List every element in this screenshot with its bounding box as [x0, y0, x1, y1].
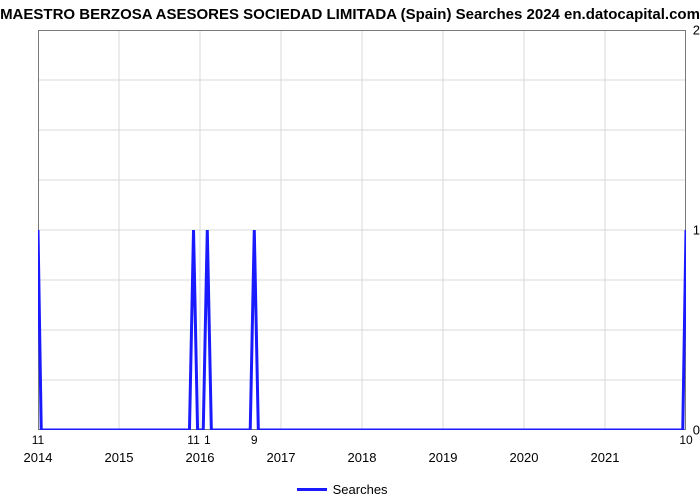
y-tick-label: 1 — [670, 223, 700, 238]
x-tick-label: 2014 — [24, 450, 53, 465]
x-tick-label: 2017 — [267, 450, 296, 465]
x-tick-label: 2016 — [186, 450, 215, 465]
data-point-count-label: 10 — [679, 433, 692, 447]
data-point-count-label: 11 — [32, 433, 44, 447]
chart-plot-area — [38, 30, 686, 430]
x-tick-label: 2018 — [348, 450, 377, 465]
x-tick-label: 2021 — [591, 450, 620, 465]
legend: Searches — [297, 482, 388, 497]
x-tick-label: 2019 — [429, 450, 458, 465]
x-tick-label: 2020 — [510, 450, 539, 465]
data-point-count-label: 11 — [187, 433, 199, 447]
chart-title: MAESTRO BERZOSA ASESORES SOCIEDAD LIMITA… — [0, 6, 700, 23]
y-tick-label: 2 — [670, 23, 700, 38]
x-tick-label: 2015 — [105, 450, 134, 465]
legend-line-swatch — [297, 488, 327, 491]
legend-label: Searches — [333, 482, 388, 497]
chart-svg — [38, 30, 686, 430]
data-point-count-label: 9 — [251, 433, 258, 447]
data-point-count-label: 1 — [204, 433, 211, 447]
